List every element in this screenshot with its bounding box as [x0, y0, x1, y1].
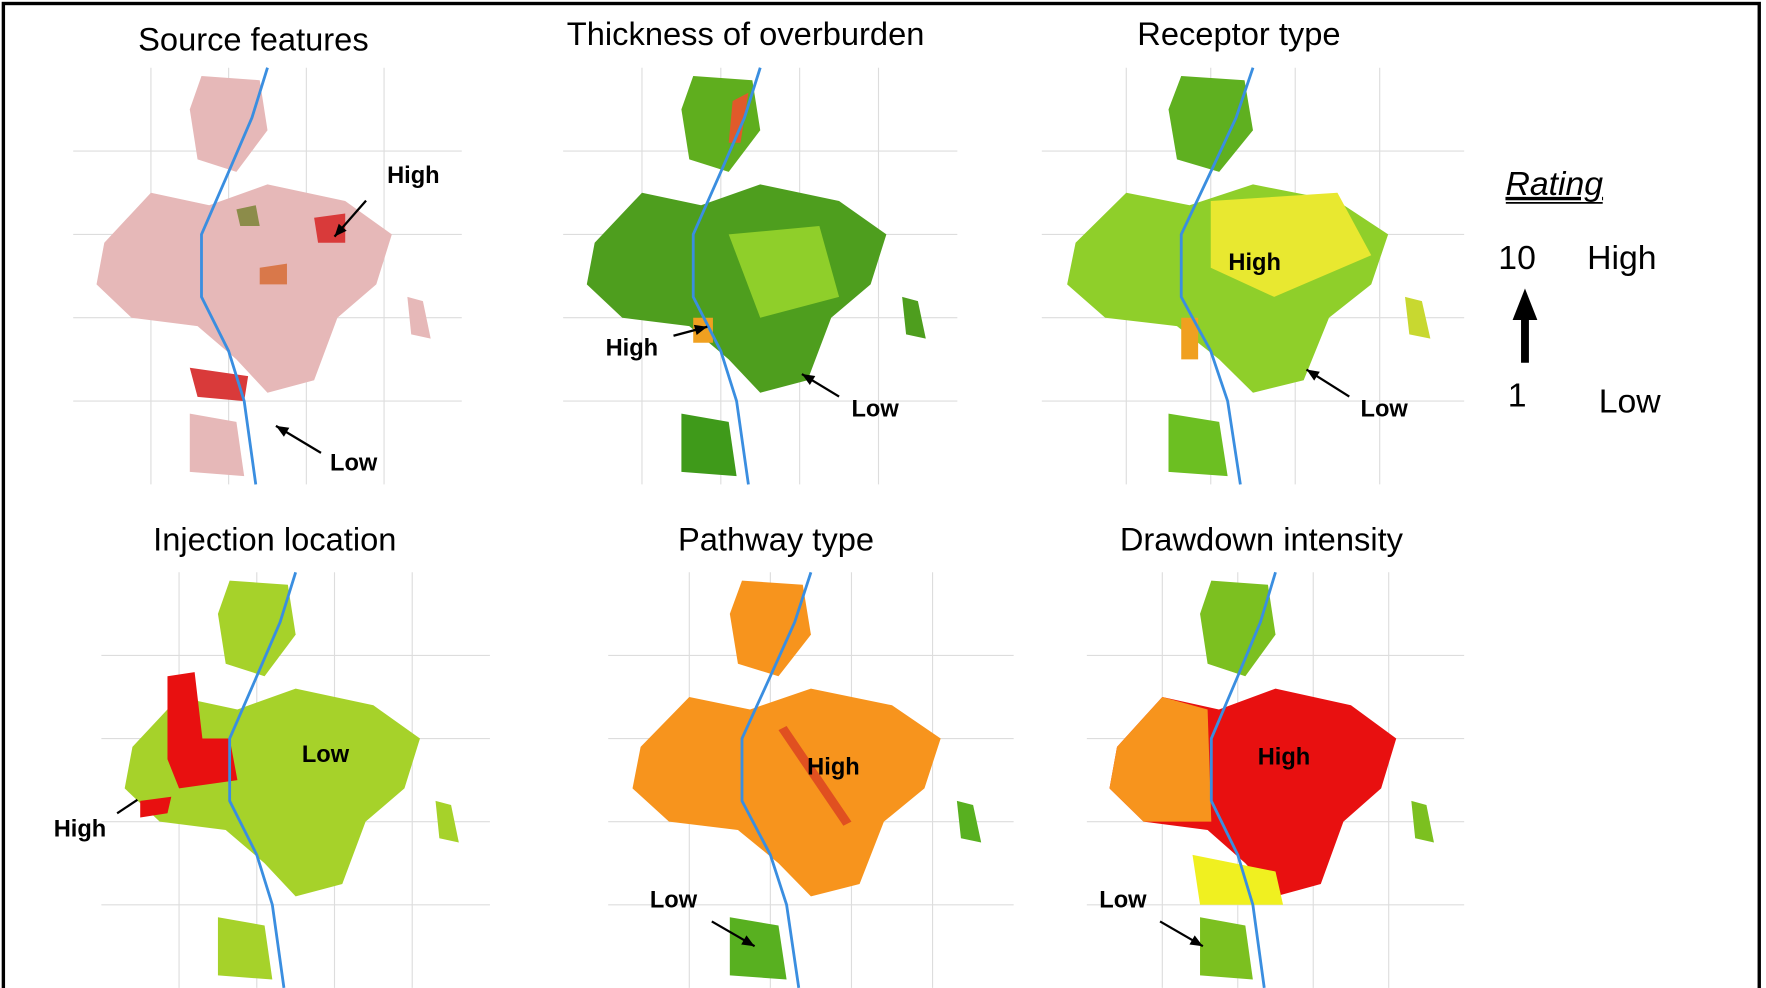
map-area — [190, 414, 244, 477]
panel-title: Injection location — [153, 520, 396, 557]
panel-title: Thickness of overburden — [567, 15, 925, 52]
map-area — [730, 917, 787, 979]
legend-top-label: High — [1587, 239, 1656, 277]
annotation: High — [54, 816, 107, 842]
annotation: Low — [650, 887, 698, 913]
legend-title: Rating — [1505, 165, 1603, 203]
legend-bottom-value: 1 — [1508, 377, 1527, 415]
map-area — [218, 917, 272, 979]
panel-title: Receptor type — [1137, 15, 1340, 52]
annotation: Low — [851, 396, 899, 422]
annotation: High — [807, 754, 860, 780]
legend-bottom-label: Low — [1599, 382, 1662, 420]
annotation: Low — [330, 450, 378, 476]
figure: Rating 10 High 1 Low Source features High… — [0, 0, 1766, 988]
panel-title: Drawdown intensity — [1120, 520, 1404, 557]
panel-title: Pathway type — [678, 520, 874, 557]
annotation: Low — [1099, 887, 1147, 913]
map-area — [681, 414, 736, 477]
map-area — [1200, 917, 1253, 979]
annotation: High — [1258, 744, 1311, 770]
annotation: High — [387, 163, 440, 189]
annotation: Low — [1361, 396, 1409, 422]
map-area — [1169, 414, 1228, 477]
annotation: Low — [302, 742, 350, 768]
annotation: High — [1228, 250, 1281, 276]
legend-top-value: 10 — [1498, 239, 1536, 277]
annotation: High — [606, 336, 659, 362]
panel-title: Source features — [138, 20, 369, 57]
